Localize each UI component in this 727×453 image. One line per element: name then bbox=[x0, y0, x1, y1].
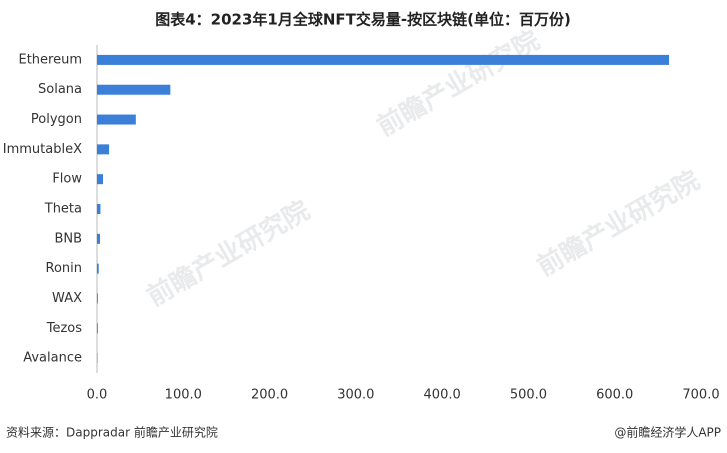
credit: @前瞻经济学人APP bbox=[614, 425, 721, 440]
y-tick-label: BNB bbox=[54, 231, 82, 246]
bar bbox=[97, 263, 99, 274]
y-tick-label: Solana bbox=[38, 82, 82, 97]
y-tick-label: Flow bbox=[52, 172, 82, 187]
y-tick-label: WAX bbox=[52, 291, 82, 306]
y-tick-label: Ethereum bbox=[18, 52, 82, 67]
y-tick-label: Tezos bbox=[46, 321, 83, 336]
y-tick-label: Theta bbox=[44, 202, 82, 217]
bar bbox=[97, 54, 670, 65]
x-tick-label: 600.0 bbox=[596, 388, 633, 403]
bar bbox=[97, 204, 101, 214]
bar bbox=[97, 293, 98, 304]
watermark: 前瞻产业研究院 bbox=[372, 25, 545, 143]
bar bbox=[97, 233, 101, 244]
x-tick-label: 500.0 bbox=[510, 388, 547, 403]
watermark: 前瞻产业研究院 bbox=[142, 195, 315, 313]
y-tick-label: ImmutableX bbox=[3, 142, 82, 157]
x-tick-label: 700.0 bbox=[682, 388, 719, 403]
x-tick-label: 0.0 bbox=[87, 388, 108, 403]
x-tick-label: 200.0 bbox=[251, 388, 288, 403]
y-tick-label: Polygon bbox=[31, 112, 82, 127]
bar bbox=[97, 84, 171, 95]
source: 资料来源：Dappradar 前瞻产业研究院 bbox=[6, 425, 218, 440]
chart-title: 图表4：2023年1月全球NFT交易量-按区块链(单位：百万份) bbox=[155, 11, 571, 29]
y-tick-label: Avalance bbox=[23, 351, 82, 366]
x-tick-label: 100.0 bbox=[165, 388, 202, 403]
bar bbox=[97, 174, 104, 185]
bar bbox=[97, 144, 110, 155]
watermark: 前瞻产业研究院 bbox=[532, 165, 705, 283]
x-tick-label: 300.0 bbox=[337, 388, 374, 403]
bar bbox=[97, 114, 136, 125]
x-tick-label: 400.0 bbox=[424, 388, 461, 403]
bar bbox=[97, 323, 98, 334]
y-tick-label: Ronin bbox=[46, 261, 83, 276]
